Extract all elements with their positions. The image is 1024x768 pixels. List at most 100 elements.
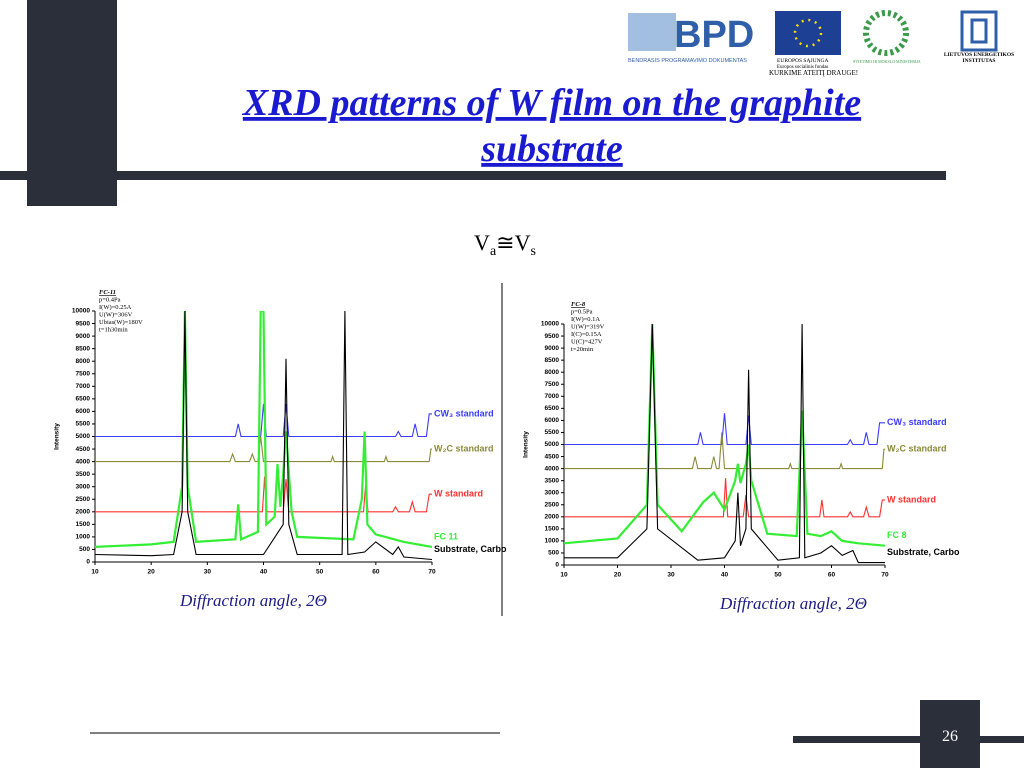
title-line: substrate: [480, 128, 623, 170]
logos: BPD BENDRASIS PROGRAMAVIMO DOKUMENTAS EU…: [628, 10, 1014, 77]
annotation: p=0.5Pa: [571, 309, 593, 316]
annotation: I(W)=0.25A: [99, 304, 132, 311]
y-tick-label: 2500: [76, 496, 91, 503]
page-box: [920, 700, 980, 768]
y-tick-label: 7000: [76, 383, 91, 390]
y-tick-label: 6500: [76, 396, 91, 403]
x-tick-label: 30: [667, 572, 675, 579]
annotation: Ubias(W)=180V: [99, 319, 143, 326]
y-tick-label: 2500: [545, 501, 560, 508]
y-tick-label: 9000: [545, 345, 560, 352]
y-tick-label: 3500: [76, 471, 91, 478]
eu-flag: [775, 11, 841, 55]
series-label: FC 11: [434, 531, 458, 541]
eu-stars: [793, 18, 823, 48]
formula-part: ≅V: [496, 230, 530, 255]
title-line: XRD patterns of W film on the graphite: [242, 82, 861, 124]
y-tick-label: 500: [79, 546, 90, 553]
y-tick-label: 0: [555, 562, 559, 569]
x-tick-label: 60: [828, 572, 836, 579]
y-tick-label: 9500: [76, 320, 91, 327]
series-label: Substrate, Carbo: [887, 547, 960, 557]
map-logo: [628, 13, 676, 51]
y-tick-label: 9500: [545, 333, 560, 340]
annotation: p=0.4Pa: [99, 297, 121, 304]
x-axis-label: Diffraction angle, 2Θ: [179, 591, 327, 610]
y-tick-label: 2000: [76, 509, 91, 516]
x-axis-label: Diffraction angle, 2Θ: [719, 594, 867, 613]
y-tick-label: 6000: [545, 417, 560, 424]
formula-part: s: [530, 244, 535, 259]
series-label: W standard: [887, 494, 936, 504]
series-line: [564, 413, 885, 446]
y-tick-label: 5000: [76, 433, 91, 440]
y-axis-label: Intensity: [523, 431, 530, 458]
series-label: Substrate, Carbo: [434, 544, 507, 554]
y-tick-label: 7500: [545, 381, 560, 388]
y-tick-label: 5500: [76, 421, 91, 428]
series-line: [564, 432, 885, 470]
annotation: I(W)=0.1A: [571, 316, 600, 323]
x-tick-label: 50: [774, 572, 782, 579]
y-tick-label: 8500: [545, 357, 560, 364]
chart: 0 500 1000 1500 2000 2500 3000 3500 4000 4500 5000…: [54, 289, 507, 610]
series-line: [564, 324, 885, 564]
eu-text: Europos socialinis fondas: [777, 65, 828, 70]
x-tick-label: 50: [316, 569, 324, 576]
series-label: CW₃ standard: [887, 417, 947, 427]
y-tick-label: 2000: [545, 514, 560, 521]
y-tick-label: 8000: [76, 358, 91, 365]
y-tick-label: 5000: [545, 441, 560, 448]
bpd-logo: BPD: [674, 14, 754, 56]
y-tick-label: 7000: [545, 393, 560, 400]
series-line: [564, 478, 885, 518]
y-tick-label: 0: [86, 559, 90, 566]
y-tick-label: 1500: [76, 521, 91, 528]
slogan: KURKIME ATEITĮ DRAUGE!: [769, 69, 858, 77]
annotation: FC-8: [571, 301, 586, 308]
y-tick-label: 6000: [76, 408, 91, 415]
series-label: W standard: [434, 489, 483, 499]
x-tick-label: 20: [148, 569, 156, 576]
eu-text: EUROPOS SĄJUNGA: [777, 58, 829, 64]
bpd-caption: BENDRASIS PROGRAMAVIMO DOKUMENTAS: [628, 58, 747, 64]
formula: Va≅Vs: [474, 230, 536, 259]
series-line: [95, 311, 433, 561]
lei-logo-inner: [970, 18, 988, 44]
chart: 0 500 1000 1500 2000 2500 3000 3500 4000 4500 5000…: [523, 301, 960, 613]
y-tick-label: 3000: [76, 483, 91, 490]
lei-logo: [960, 10, 998, 52]
formula-part: a: [490, 244, 497, 259]
y-tick-label: 8500: [76, 345, 91, 352]
x-tick-label: 40: [721, 572, 729, 579]
x-tick-label: 10: [560, 572, 568, 579]
y-tick-label: 9000: [76, 333, 91, 340]
y-tick-label: 6500: [545, 405, 560, 412]
x-tick-label: 30: [204, 569, 212, 576]
formula-part: V: [474, 230, 490, 255]
x-tick-label: 20: [614, 572, 622, 579]
lei-text: LIETUVOS ENERGETIKOS: [944, 52, 1014, 58]
series-label: CW₃ standard: [434, 408, 494, 418]
y-tick-label: 4000: [545, 465, 560, 472]
annotation: t=1h30min: [99, 327, 128, 334]
y-tick-label: 5500: [545, 429, 560, 436]
y-tick-label: 7500: [76, 370, 91, 377]
series-label: W₂C standard: [887, 444, 947, 454]
footer-bar: [793, 736, 1024, 743]
ministry-text: ŠVIETIMO IR MOKSLO MINISTERIJA: [853, 59, 921, 64]
x-tick-label: 40: [260, 569, 268, 576]
series-label: W₂C standard: [434, 443, 494, 453]
y-tick-label: 10000: [72, 308, 90, 315]
x-tick-label: 60: [372, 569, 380, 576]
annotation: I(C)=0.15A: [571, 331, 602, 338]
y-tick-label: 500: [548, 550, 559, 557]
y-tick-label: 8000: [545, 369, 560, 376]
series-label: FC 8: [887, 530, 907, 540]
page-number: 26: [942, 728, 958, 745]
y-tick-label: 10000: [541, 321, 559, 328]
x-tick-label: 70: [428, 569, 436, 576]
y-tick-label: 1000: [545, 538, 560, 545]
annotation: U(W)=319V: [571, 324, 605, 331]
